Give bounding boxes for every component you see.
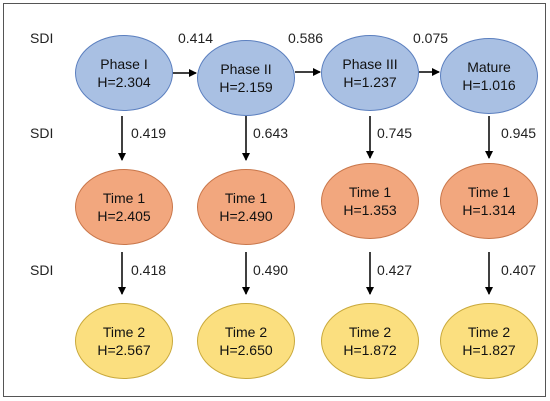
edge-value-phase1-time1: 0.419 xyxy=(131,125,167,141)
edge-value-phase3-mature: 0.075 xyxy=(413,30,449,46)
node-title: Time 1 xyxy=(348,184,392,200)
edge-value-phase2-phase3: 0.586 xyxy=(288,30,324,46)
node-title: Time 2 xyxy=(102,324,146,340)
node-mature: Mature H=1.016 xyxy=(440,38,538,114)
node-phase-2: Phase II H=2.159 xyxy=(197,40,295,116)
node-time1-phase-3: Time 1 H=1.353 xyxy=(321,163,419,239)
node-time1-phase-1: Time 1 H=2.405 xyxy=(75,169,173,245)
diagram-frame xyxy=(3,3,546,397)
sdi-label-row-1: SDI xyxy=(30,30,54,46)
node-time1-mature: Time 1 H=1.314 xyxy=(440,163,538,239)
node-title: Time 1 xyxy=(102,190,146,206)
edge-value-phase1-time2: 0.418 xyxy=(131,262,167,278)
node-h-value: H=1.314 xyxy=(462,202,516,218)
node-title: Mature xyxy=(467,59,511,75)
node-title: Time 1 xyxy=(467,184,511,200)
node-title: Phase II xyxy=(220,61,272,77)
edge-value-phase1-phase2: 0.414 xyxy=(178,30,214,46)
edge-value-phase3-time2: 0.427 xyxy=(377,262,413,278)
node-h-value: H=2.304 xyxy=(97,74,151,90)
node-h-value: H=1.872 xyxy=(343,342,397,358)
node-time2-phase-1: Time 2 H=2.567 xyxy=(75,303,173,379)
sdi-label-row-3: SDI xyxy=(30,262,54,278)
node-title: Phase I xyxy=(100,56,148,72)
node-time2-mature: Time 2 H=1.827 xyxy=(440,303,538,379)
node-h-value: H=2.650 xyxy=(219,342,273,358)
edge-value-mature-time2: 0.407 xyxy=(501,262,537,278)
node-h-value: H=1.237 xyxy=(343,74,397,90)
node-title: Time 2 xyxy=(224,324,268,340)
node-title: Time 2 xyxy=(467,324,511,340)
node-h-value: H=2.567 xyxy=(97,342,151,358)
node-title: Phase III xyxy=(342,56,398,72)
edge-value-phase3-time1: 0.745 xyxy=(377,125,413,141)
node-time2-phase-2: Time 2 H=2.650 xyxy=(197,303,295,379)
node-h-value: H=1.827 xyxy=(462,342,516,358)
node-phase-1: Phase I H=2.304 xyxy=(75,35,173,111)
node-time1-phase-2: Time 1 H=2.490 xyxy=(197,169,295,245)
sdi-label-row-2: SDI xyxy=(30,125,54,141)
node-title: Time 2 xyxy=(348,324,392,340)
node-phase-3: Phase III H=1.237 xyxy=(321,35,419,111)
node-h-value: H=1.353 xyxy=(343,202,397,218)
edge-value-phase2-time2: 0.490 xyxy=(253,262,289,278)
node-h-value: H=1.016 xyxy=(462,77,516,93)
node-h-value: H=2.490 xyxy=(219,208,273,224)
node-title: Time 1 xyxy=(224,190,268,206)
node-time2-phase-3: Time 2 H=1.872 xyxy=(321,303,419,379)
edge-value-phase2-time1: 0.643 xyxy=(253,125,289,141)
node-h-value: H=2.159 xyxy=(219,79,273,95)
node-h-value: H=2.405 xyxy=(97,208,151,224)
edge-value-mature-time1: 0.945 xyxy=(501,125,537,141)
